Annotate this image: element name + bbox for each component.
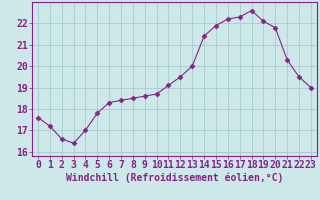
X-axis label: Windchill (Refroidissement éolien,°C): Windchill (Refroidissement éolien,°C) [66, 173, 283, 183]
